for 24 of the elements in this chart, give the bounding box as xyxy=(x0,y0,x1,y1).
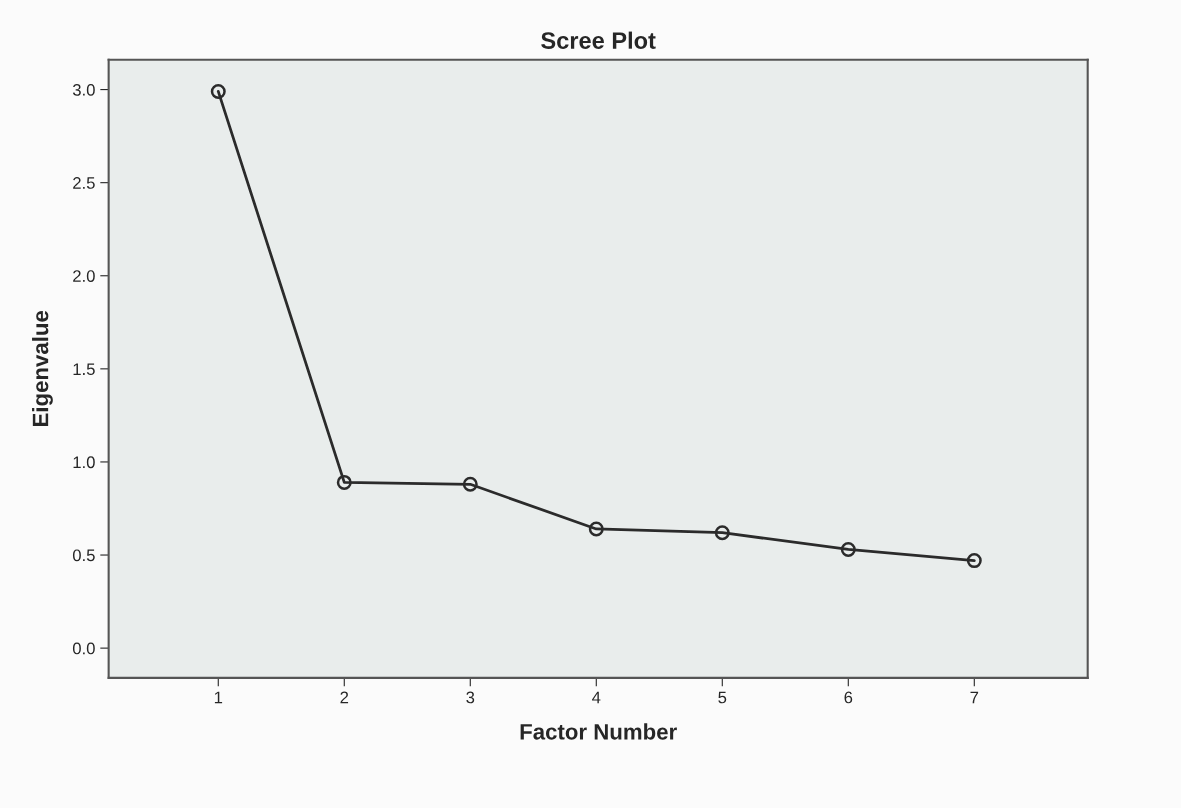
x-tick-label: 3 xyxy=(466,691,475,704)
point xyxy=(336,474,352,490)
chart-title: Scree Plot xyxy=(541,31,656,49)
point xyxy=(840,541,856,557)
y-tick-label: 1.5 xyxy=(73,363,95,376)
y-tick-label: 2.5 xyxy=(73,177,95,189)
point xyxy=(714,525,730,541)
x-tick-label: 4 xyxy=(592,691,601,704)
y-tick-label: 1.0 xyxy=(73,456,95,469)
y-tick-label: 0.5 xyxy=(72,549,95,562)
point xyxy=(462,476,478,492)
y-axis-title: Eigenvalue xyxy=(32,310,53,427)
y-tick-label: 0.0 xyxy=(72,642,95,655)
y-tick-label: 3.0 xyxy=(72,83,95,96)
x-tick-label: 5 xyxy=(718,691,727,704)
point xyxy=(966,553,982,569)
point xyxy=(210,83,226,99)
x-axis-title: Factor Number xyxy=(520,723,677,740)
point xyxy=(588,521,604,537)
x-tick-label: 7 xyxy=(970,691,979,704)
y-tick-label: 2.0 xyxy=(73,270,95,282)
x-tick-label: 1 xyxy=(214,691,223,704)
x-tick-label: 2 xyxy=(340,691,349,704)
x-tick-label: 6 xyxy=(844,691,853,704)
